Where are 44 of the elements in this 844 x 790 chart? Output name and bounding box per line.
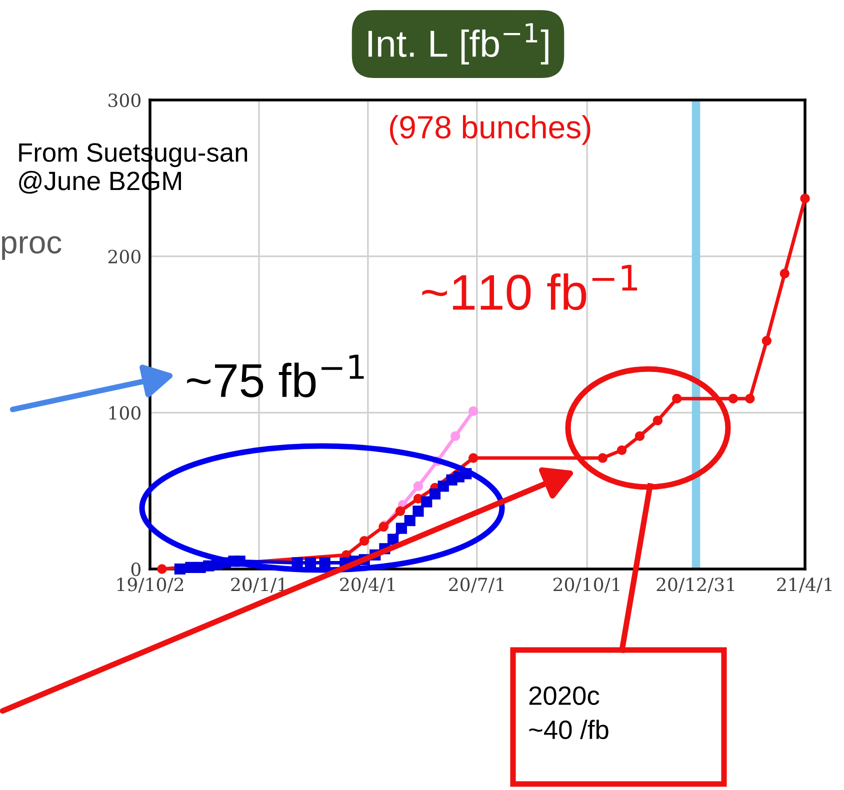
annotation: ~110 fb$^{−1}$: [422, 264, 638, 310]
point: [388, 534, 399, 545]
point: [174, 563, 186, 575]
point: [616, 445, 627, 456]
x-tick-label: 19/10/2: [117, 578, 184, 593]
chart-title: Int. L [fb$^{−1}$]: [368, 23, 548, 64]
y-tick-label: 0: [131, 562, 140, 576]
point: [395, 506, 406, 516]
point: [745, 394, 755, 404]
point: [413, 481, 424, 492]
point: [157, 564, 167, 574]
x-tick-label: 21/4/1: [777, 578, 832, 593]
y-tick-label: 100: [109, 406, 140, 420]
point: [800, 194, 810, 204]
x-tick-label: 20/12/31: [656, 578, 734, 593]
point: [412, 506, 424, 517]
point: [404, 514, 416, 526]
annotation: ~75 fb$^{−1}$: [187, 354, 364, 398]
point: [292, 557, 303, 568]
point: [780, 268, 790, 278]
point: [468, 406, 478, 416]
x-tick-label: 20/1/1: [231, 578, 286, 593]
point: [450, 431, 460, 441]
point: [672, 394, 682, 404]
text: proc: [2, 236, 62, 260]
x-tick-label: 20/4/1: [340, 578, 394, 593]
point: [421, 496, 432, 508]
x-tick-label: 20/7/1: [449, 578, 504, 593]
point: [468, 453, 478, 463]
text: 2020c ~40 /fb: [529, 686, 608, 740]
y-tick-label: 200: [108, 250, 140, 264]
point: [762, 336, 772, 346]
point: [598, 453, 608, 463]
point: [728, 394, 738, 404]
point: [396, 522, 408, 534]
point: [634, 431, 645, 441]
point: [304, 557, 316, 568]
point: [652, 416, 663, 426]
point: [319, 557, 330, 568]
y-tick-label: 300: [108, 93, 140, 108]
point: [359, 536, 370, 546]
point: [429, 488, 441, 500]
x-tick-label: 20/10/1: [553, 578, 620, 593]
annotation: (978 bunches): [390, 115, 590, 145]
